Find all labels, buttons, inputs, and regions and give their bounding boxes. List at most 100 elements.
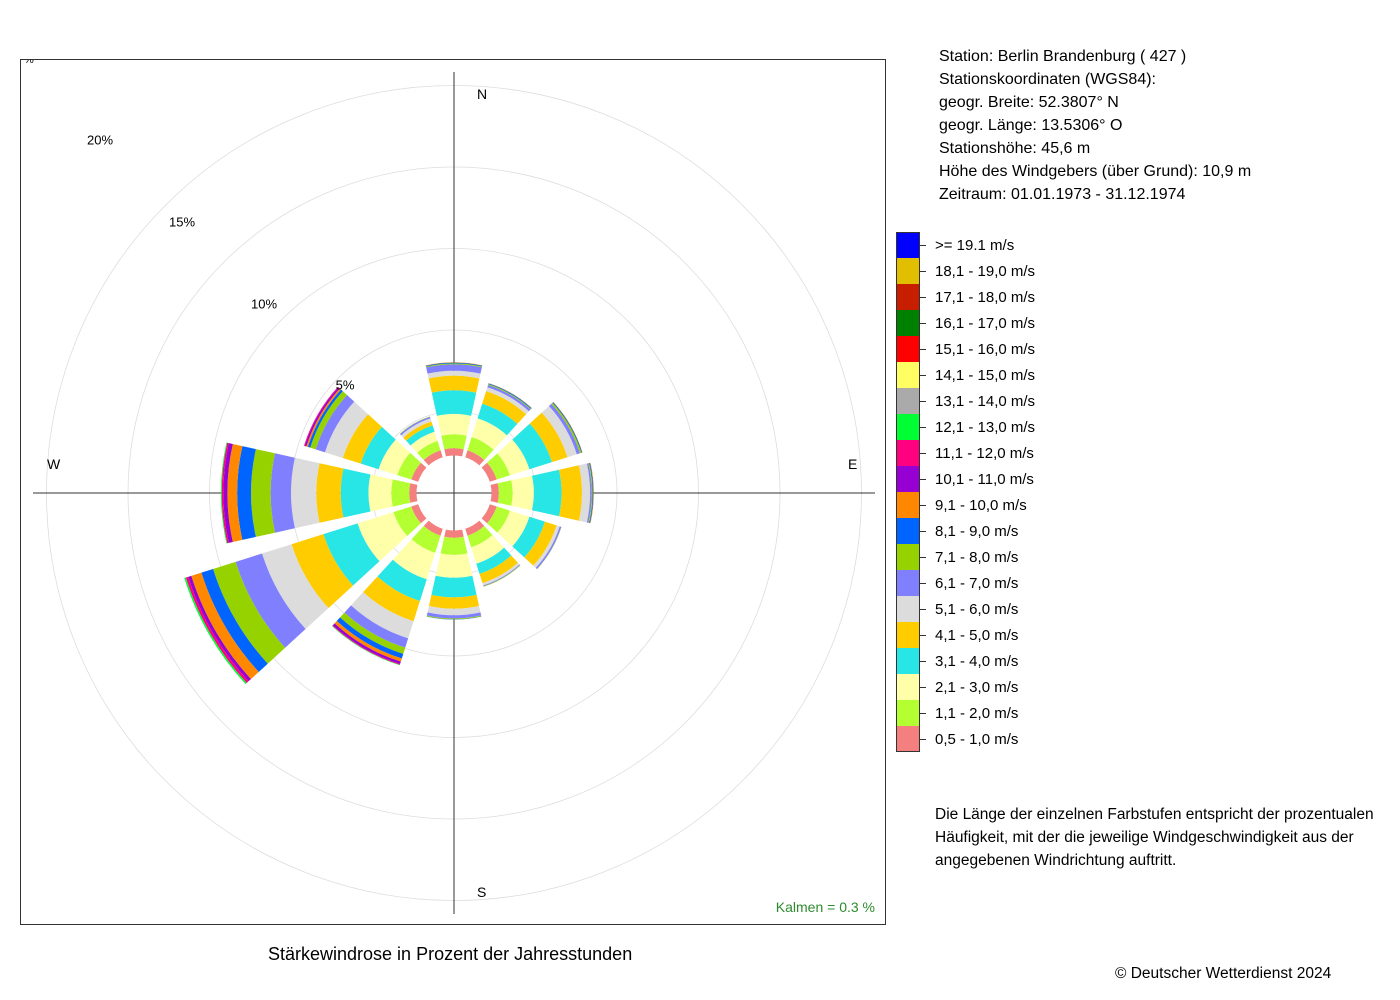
segment-dir-0-class-4 bbox=[428, 375, 480, 393]
segment-dir-300-class-0 bbox=[411, 462, 427, 482]
legend-tick bbox=[920, 245, 926, 246]
segment-dir-240-class-6 bbox=[235, 553, 306, 648]
legend-label: 2,1 - 3,0 m/s bbox=[935, 679, 1019, 696]
segment-dir-90-class-6 bbox=[586, 463, 592, 523]
direction-label-west: W bbox=[47, 456, 61, 472]
legend-swatch bbox=[896, 414, 920, 440]
legend-label: 9,1 - 10,0 m/s bbox=[935, 497, 1027, 514]
segment-dir-30-class-5 bbox=[486, 387, 529, 415]
note-line-1: Die Länge der einzelnen Farbstufen entsp… bbox=[935, 806, 1374, 823]
segment-dir-30-class-3 bbox=[477, 403, 518, 436]
segment-dir-240-class-3 bbox=[323, 523, 380, 586]
segment-dir-0-class-1 bbox=[441, 434, 467, 450]
segment-dir-270-class-2 bbox=[368, 474, 393, 512]
segment-dir-90-class-0 bbox=[490, 483, 499, 503]
segment-dir-90-class-2 bbox=[511, 475, 534, 511]
legend-entry-1: 1,1 - 2,0 m/s bbox=[896, 700, 1076, 726]
segment-dir-180-class-4 bbox=[428, 594, 480, 609]
note-line-3: angegebenen Windrichtung auftritt. bbox=[935, 852, 1177, 869]
legend-label: 18,1 - 19,0 m/s bbox=[935, 263, 1036, 280]
segment-dir-210-class-1 bbox=[411, 526, 441, 553]
segment-dir-270-class-7 bbox=[251, 449, 275, 537]
segment-dir-270-class-4 bbox=[316, 463, 344, 523]
segment-dir-210-class-4 bbox=[363, 576, 420, 622]
segment-dir-240-class-2 bbox=[357, 512, 408, 562]
station-longitude: geogr. Länge: 13.5306° O bbox=[939, 117, 1123, 134]
segment-dir-270-class-8 bbox=[237, 446, 256, 540]
percent-unit-label: % bbox=[24, 59, 34, 66]
wind-rose-plot: % N E S W 5% 10% 15% 20% Kalmen = 0.3 % bbox=[20, 59, 886, 925]
legend-swatch bbox=[896, 700, 920, 726]
segment-dir-180-class-3 bbox=[431, 575, 477, 598]
legend-entry-15: 15,1 - 16,0 m/s bbox=[896, 336, 1076, 362]
segment-dir-240-class-5 bbox=[262, 544, 329, 629]
time-period: Zeitraum: 01.01.1973 - 31.12.1974 bbox=[939, 186, 1186, 203]
segment-dir-300-class-3 bbox=[360, 426, 396, 470]
ring-label-5: 5% bbox=[335, 377, 355, 393]
legend-label: 11,1 - 12,0 m/s bbox=[935, 445, 1034, 462]
segment-dir-270-class-1 bbox=[391, 479, 411, 507]
legend-swatch bbox=[896, 440, 920, 466]
legend-tick bbox=[920, 427, 926, 428]
legend-tick bbox=[920, 557, 926, 558]
legend-swatch bbox=[896, 492, 920, 518]
segment-dir-120-class-4 bbox=[524, 521, 557, 566]
segment-dir-30-class-1 bbox=[467, 437, 494, 460]
legend-swatch bbox=[896, 544, 920, 570]
segment-dir-270-class-11 bbox=[221, 442, 229, 544]
segment-dir-60-class-0 bbox=[481, 462, 497, 482]
legend-label: 3,1 - 4,0 m/s bbox=[935, 653, 1019, 670]
segment-dir-330-class-2 bbox=[410, 431, 438, 453]
legend-swatch bbox=[896, 596, 920, 622]
segment-dir-60-class-1 bbox=[487, 453, 510, 480]
segment-dir-180-class-0 bbox=[444, 529, 464, 538]
segment-dir-300-class-2 bbox=[378, 439, 411, 476]
segment-dir-30-class-0 bbox=[465, 450, 485, 466]
segment-dir-300-class-8 bbox=[307, 389, 343, 448]
segment-dir-90-class-7 bbox=[588, 463, 593, 523]
segment-dir-270-class-6 bbox=[270, 453, 295, 533]
legend-swatch bbox=[896, 388, 920, 414]
segment-dir-150-class-1 bbox=[467, 526, 493, 548]
segment-dir-180-class-8 bbox=[426, 616, 482, 620]
ring-label-15: 15% bbox=[168, 214, 196, 230]
legend-tick bbox=[920, 531, 926, 532]
segment-dir-300-class-1 bbox=[397, 452, 421, 480]
legend-entry-13: 13,1 - 14,0 m/s bbox=[896, 388, 1076, 414]
segment-dir-30-class-6 bbox=[487, 384, 531, 412]
segment-dir-240-class-7 bbox=[213, 561, 286, 664]
segment-dir-270-class-0 bbox=[409, 483, 418, 503]
segment-dir-330-class-1 bbox=[417, 440, 441, 460]
legend-tick bbox=[920, 609, 926, 610]
segment-dir-270-class-10 bbox=[223, 443, 233, 543]
segment-dir-180-class-1 bbox=[440, 536, 468, 555]
segment-dir-90-class-9 bbox=[590, 462, 594, 524]
segment-dir-0-class-0 bbox=[444, 448, 464, 457]
segment-dir-30-class-4 bbox=[482, 391, 527, 424]
segment-dir-60-class-5 bbox=[541, 406, 577, 458]
legend-swatch bbox=[896, 622, 920, 648]
segment-dir-150-class-4 bbox=[479, 555, 518, 584]
segment-dir-180-class-5 bbox=[427, 605, 481, 616]
segment-dir-120-class-1 bbox=[487, 506, 510, 533]
legend-label: 0,5 - 1,0 m/s bbox=[935, 731, 1019, 748]
segment-dir-120-class-2 bbox=[497, 510, 530, 547]
segment-dir-330-class-3 bbox=[406, 425, 435, 446]
segment-dir-120-class-5 bbox=[533, 525, 560, 568]
calm-percentage: Kalmen = 0.3 % bbox=[775, 899, 875, 915]
segment-dir-0-class-5 bbox=[427, 370, 481, 379]
legend-entry-18: 18,1 - 19,0 m/s bbox=[896, 258, 1076, 284]
legend-tick bbox=[920, 479, 926, 480]
legend-tick bbox=[920, 739, 926, 740]
legend-swatch bbox=[896, 466, 920, 492]
legend-entry-16: 16,1 - 17,0 m/s bbox=[896, 310, 1076, 336]
legend-swatch bbox=[896, 310, 920, 336]
segment-dir-30-class-2 bbox=[471, 418, 507, 450]
legend-tick bbox=[920, 583, 926, 584]
legend-swatch bbox=[896, 570, 920, 596]
legend-tick bbox=[920, 713, 926, 714]
station-name: Station: Berlin Brandenburg ( 427 ) bbox=[939, 48, 1187, 65]
segment-dir-60-class-3 bbox=[512, 423, 552, 470]
legend-entry-8: 8,1 - 9,0 m/s bbox=[896, 518, 1076, 544]
segment-dir-330-class-6 bbox=[400, 416, 431, 436]
